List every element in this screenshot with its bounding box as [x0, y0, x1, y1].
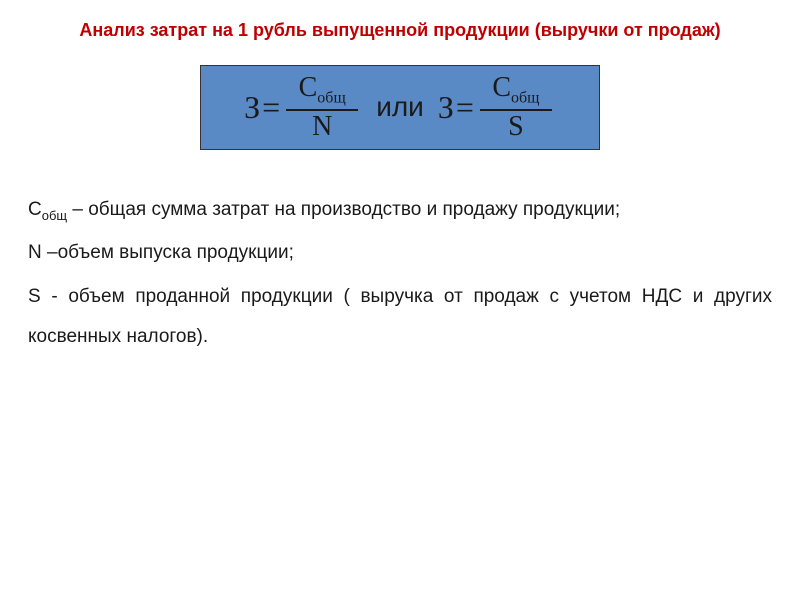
numerator-2-sub: общ: [511, 90, 539, 107]
formula-box: З = Собщ N или З = Собщ S: [200, 65, 600, 150]
formula-z-1: З: [244, 89, 260, 126]
numerator-1-sub: общ: [317, 90, 345, 107]
formula-left: З = Собщ N: [244, 74, 362, 141]
definitions-block: Собщ – общая сумма затрат на производств…: [28, 190, 772, 358]
formula-eq-2: =: [456, 89, 474, 126]
numerator-1: Собщ: [286, 74, 358, 111]
fraction-1: Собщ N: [286, 74, 358, 141]
def-c-rest: – общая сумма затрат на производство и п…: [67, 199, 620, 220]
denominator-1: N: [312, 111, 332, 141]
numerator-2-main: С: [492, 72, 511, 103]
formula-z-2: З: [438, 89, 454, 126]
def-n: N –объем выпуска продукции;: [28, 233, 772, 273]
def-c: Собщ – общая сумма затрат на производств…: [28, 190, 772, 230]
def-c-sub: общ: [42, 207, 67, 222]
formula-right: З = Собщ S: [438, 74, 556, 141]
fraction-2: Собщ S: [480, 74, 552, 141]
numerator-1-main: С: [299, 72, 318, 103]
def-s: S - объем проданной продукции ( выручка …: [28, 277, 772, 357]
denominator-2: S: [508, 111, 524, 141]
def-c-main: С: [28, 199, 42, 220]
or-word: или: [376, 91, 424, 123]
formula-eq-1: =: [262, 89, 280, 126]
page-title: Анализ затрат на 1 рубль выпущенной прод…: [28, 20, 772, 41]
numerator-2: Собщ: [480, 74, 552, 111]
